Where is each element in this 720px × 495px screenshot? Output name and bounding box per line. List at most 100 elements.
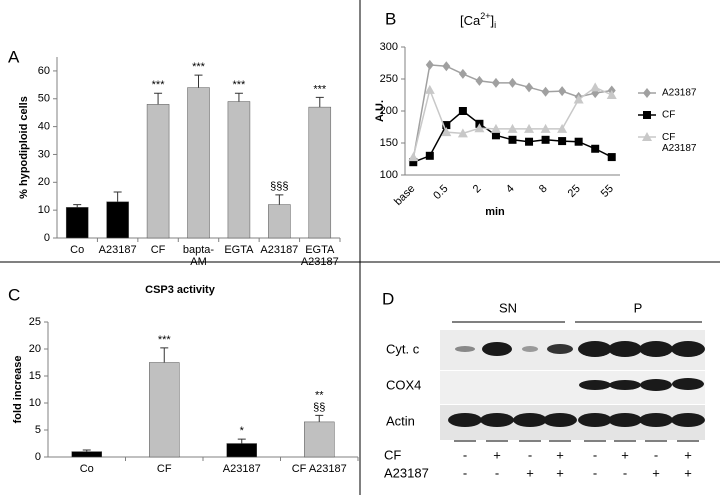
legend-label: CF [662, 110, 675, 121]
marker [441, 127, 452, 137]
marker [558, 137, 567, 146]
sign: - [463, 465, 467, 480]
x-tick-label: bapta-AM [183, 244, 215, 268]
annotation: *** [158, 334, 172, 346]
sign: + [652, 465, 660, 480]
group-label: P [634, 300, 643, 315]
x-tick-label: base [392, 183, 417, 208]
bar [106, 201, 129, 239]
y-axis-label: % hypodiploid cells [18, 96, 30, 199]
chart-title: CSP3 activity [145, 284, 216, 296]
error-bar [315, 96, 324, 108]
legend-marker [643, 88, 651, 98]
marker [508, 77, 517, 88]
group-label: SN [499, 300, 517, 315]
panel-letter: C [8, 285, 20, 304]
error-bar [82, 449, 91, 452]
bar [71, 451, 102, 458]
x-tick-label: CF [151, 244, 166, 256]
marker [424, 84, 435, 94]
title-part: 2+ [480, 11, 490, 21]
x-tick-label: A23187 [223, 463, 261, 475]
marker [408, 152, 419, 162]
annotation: * [240, 425, 245, 437]
x-tick-label: CF A23187 [292, 463, 347, 475]
x-tick-label: EGTA [224, 244, 254, 256]
title-part: i [494, 20, 496, 30]
error-bar [315, 414, 324, 422]
sign: - [528, 447, 532, 462]
y-tick-label: 100 [380, 169, 398, 181]
sign: + [556, 465, 564, 480]
marker [474, 123, 485, 133]
marker [573, 94, 584, 104]
marker [540, 123, 551, 133]
blot-image [440, 321, 705, 440]
error-bar [160, 347, 169, 363]
bar [308, 106, 332, 239]
bar [268, 204, 291, 239]
annotation: *** [192, 61, 206, 73]
panel-letter: D [382, 289, 394, 308]
x-tick-label: EGTA A23187 [301, 244, 339, 268]
y-tick-label: 0 [44, 232, 50, 244]
marker [591, 144, 600, 153]
bar [65, 207, 89, 239]
y-tick-label: 30 [38, 148, 50, 160]
legend-marker [643, 111, 651, 119]
x-tick-label: Co [70, 244, 84, 256]
x-tick-label: Co [80, 463, 94, 475]
sign: + [556, 447, 564, 462]
marker [458, 107, 467, 115]
panel-letter: B [385, 9, 396, 28]
bar [149, 362, 180, 458]
row-label: Cyt. c [386, 341, 420, 356]
y-tick-label: 20 [38, 176, 50, 188]
condition-label: A23187 [384, 465, 429, 480]
y-tick-label: 20 [29, 343, 41, 355]
y-tick-label: 15 [29, 370, 41, 382]
sign: + [684, 447, 692, 462]
condition-label: CF [384, 447, 401, 462]
bar [304, 421, 335, 458]
marker [541, 86, 550, 97]
y-axis-label: fold increase [12, 356, 24, 424]
legend-label: CF A23187 [662, 132, 697, 154]
marker [409, 158, 418, 167]
annotation: *** [233, 79, 247, 91]
marker [607, 153, 616, 162]
y-tick-label: 25 [29, 316, 41, 328]
annotation: *** [313, 83, 327, 95]
x-tick-label: 0.5 [431, 183, 450, 202]
marker [590, 82, 601, 92]
sign: - [593, 465, 597, 480]
marker [507, 123, 518, 133]
error-bar [113, 191, 122, 202]
y-axis-label: A.U. [374, 100, 386, 122]
legend-label: A23187 [662, 88, 697, 99]
error-bar [194, 74, 203, 88]
sign: - [623, 465, 627, 480]
marker [425, 59, 434, 70]
sign: - [654, 447, 658, 462]
error-bar [234, 92, 243, 102]
marker [525, 137, 534, 146]
bar [187, 87, 210, 239]
sign: - [463, 447, 467, 462]
sign: + [526, 465, 534, 480]
title-part: [Ca [460, 13, 481, 28]
y-tick-label: 150 [380, 137, 398, 149]
marker [458, 68, 467, 79]
x-tick-label: 8 [537, 183, 550, 196]
marker [541, 135, 550, 144]
y-tick-label: 40 [38, 121, 50, 133]
marker [490, 123, 501, 133]
line [412, 86, 613, 158]
sign: - [593, 447, 597, 462]
x-tick-label: CF [157, 463, 172, 475]
x-axis-label: min [485, 206, 505, 218]
error-bar [237, 438, 246, 444]
y-tick-label: 60 [38, 65, 50, 77]
y-tick-label: 250 [380, 73, 398, 85]
chart-title: [Ca2+]i [460, 11, 496, 30]
